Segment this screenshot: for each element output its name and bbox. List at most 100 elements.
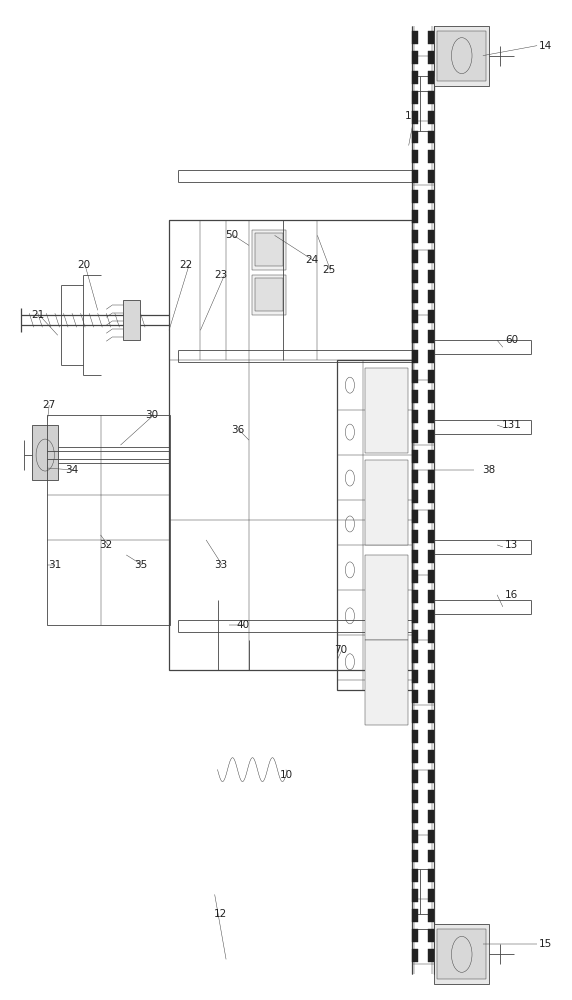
Bar: [428, 889, 434, 902]
Text: 12: 12: [214, 909, 227, 919]
Bar: [428, 350, 434, 363]
Bar: [428, 190, 434, 203]
Bar: [412, 730, 418, 743]
Text: 16: 16: [505, 590, 518, 600]
Text: 10: 10: [280, 770, 292, 780]
Bar: [428, 570, 434, 583]
Bar: [412, 530, 418, 543]
Text: 60: 60: [505, 335, 518, 345]
Text: 31: 31: [48, 560, 62, 570]
Bar: [412, 690, 418, 703]
Bar: [428, 710, 434, 723]
Text: 50: 50: [225, 230, 239, 240]
Bar: [428, 31, 434, 44]
Bar: [434, 26, 488, 86]
Bar: [412, 650, 418, 663]
Text: 131: 131: [502, 420, 521, 430]
Bar: [412, 770, 418, 783]
Bar: [428, 650, 434, 663]
Bar: [412, 71, 418, 84]
Bar: [32, 425, 58, 480]
Bar: [428, 430, 434, 443]
Text: 34: 34: [65, 465, 78, 475]
Bar: [428, 909, 434, 922]
Bar: [428, 370, 434, 383]
Bar: [428, 750, 434, 763]
Text: 36: 36: [231, 425, 244, 435]
Bar: [428, 949, 434, 962]
Bar: [428, 150, 434, 163]
Bar: [428, 450, 434, 463]
Bar: [412, 810, 418, 823]
Bar: [412, 270, 418, 283]
Bar: [428, 550, 434, 563]
Bar: [412, 210, 418, 223]
Bar: [412, 470, 418, 483]
Bar: [412, 869, 418, 882]
Bar: [47, 415, 170, 625]
Bar: [252, 230, 286, 270]
Bar: [428, 210, 434, 223]
Bar: [252, 275, 286, 315]
Bar: [428, 610, 434, 623]
Bar: [428, 230, 434, 243]
Bar: [428, 590, 434, 603]
Bar: [437, 31, 486, 81]
Bar: [428, 470, 434, 483]
Bar: [428, 410, 434, 423]
Bar: [412, 330, 418, 343]
Bar: [428, 310, 434, 323]
Text: 13: 13: [505, 540, 518, 550]
Bar: [412, 170, 418, 183]
Bar: [412, 510, 418, 523]
Bar: [412, 630, 418, 643]
Bar: [428, 51, 434, 64]
Bar: [412, 350, 418, 363]
Bar: [337, 360, 411, 690]
Text: 21: 21: [31, 310, 45, 320]
Bar: [412, 590, 418, 603]
Bar: [412, 150, 418, 163]
Text: 15: 15: [539, 939, 552, 949]
Text: 32: 32: [100, 540, 113, 550]
Bar: [412, 949, 418, 962]
Bar: [412, 131, 418, 143]
Bar: [365, 555, 407, 640]
Bar: [428, 91, 434, 104]
Bar: [437, 929, 486, 979]
Bar: [255, 278, 283, 311]
Bar: [412, 929, 418, 942]
Bar: [428, 630, 434, 643]
Bar: [428, 250, 434, 263]
Bar: [428, 670, 434, 683]
Bar: [412, 889, 418, 902]
Text: 20: 20: [77, 260, 90, 270]
Bar: [428, 131, 434, 143]
Bar: [434, 924, 488, 984]
Bar: [412, 430, 418, 443]
Bar: [428, 869, 434, 882]
Bar: [412, 290, 418, 303]
Text: 22: 22: [180, 260, 193, 270]
Bar: [412, 310, 418, 323]
Bar: [428, 490, 434, 503]
Bar: [428, 390, 434, 403]
Bar: [365, 460, 407, 545]
Bar: [412, 31, 418, 44]
Bar: [412, 670, 418, 683]
Bar: [428, 850, 434, 862]
Bar: [412, 91, 418, 104]
Bar: [428, 111, 434, 124]
Bar: [428, 510, 434, 523]
Bar: [412, 909, 418, 922]
Text: 38: 38: [482, 465, 495, 475]
Bar: [412, 390, 418, 403]
Text: 14: 14: [539, 41, 552, 51]
Text: 33: 33: [214, 560, 227, 570]
Text: 35: 35: [134, 560, 147, 570]
Bar: [428, 71, 434, 84]
Bar: [412, 610, 418, 623]
Bar: [428, 290, 434, 303]
Bar: [412, 111, 418, 124]
Bar: [412, 51, 418, 64]
